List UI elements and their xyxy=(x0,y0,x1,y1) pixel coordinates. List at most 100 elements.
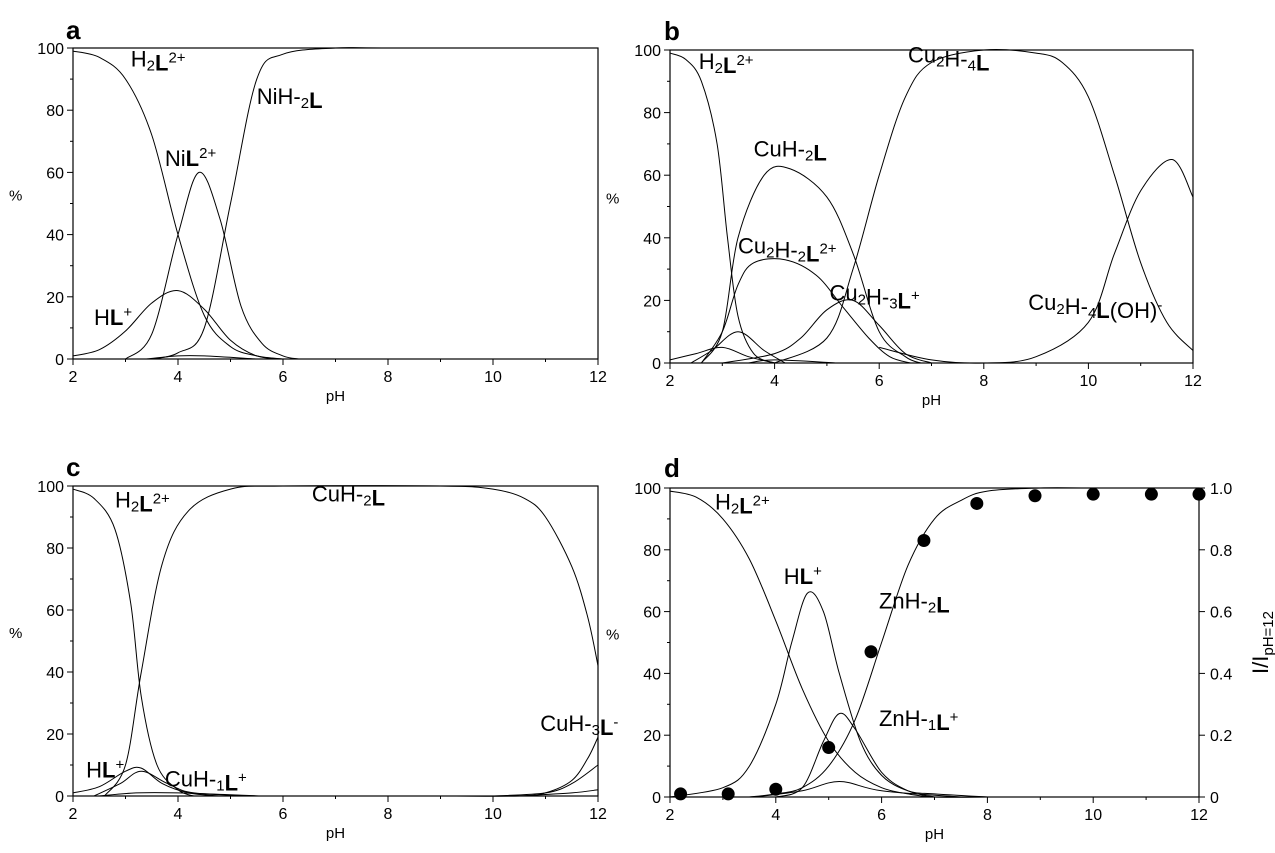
x-tick-label: 10 xyxy=(1084,807,1102,824)
y-tick-label: 100 xyxy=(37,41,64,58)
y-tick-label: 20 xyxy=(46,727,64,744)
series-curve xyxy=(669,346,775,364)
data-point xyxy=(1028,489,1042,503)
series-curve xyxy=(104,485,599,797)
x-tick-label: 10 xyxy=(1080,373,1098,390)
series-label: Cu2H-4L xyxy=(908,43,989,76)
x-tick-label: 6 xyxy=(875,373,884,390)
series-curve xyxy=(125,171,299,360)
series-label: HL+ xyxy=(86,756,124,782)
series-label: CuH-2L xyxy=(754,136,827,165)
series-curve xyxy=(492,764,599,797)
y-tick-label: 80 xyxy=(46,103,64,120)
panel-letter: c xyxy=(66,452,80,482)
series-label: H2L2+ xyxy=(131,47,186,76)
panel-letter: a xyxy=(66,15,81,45)
series-label: Cu2H-4L(OH)- xyxy=(1028,290,1162,323)
y-tick-label: 100 xyxy=(634,43,661,60)
x-tick-label: 4 xyxy=(174,369,183,386)
series-label: NiL2+ xyxy=(165,145,217,171)
series-curve xyxy=(456,736,599,797)
x-axis-title: pH xyxy=(326,388,345,405)
data-point xyxy=(1192,487,1206,501)
y2-tick-label: 0.4 xyxy=(1210,666,1232,683)
series-curve xyxy=(669,52,775,364)
x-tick-label: 4 xyxy=(770,373,779,390)
x-tick-label: 6 xyxy=(279,806,288,823)
x-tick-label: 12 xyxy=(1184,373,1202,390)
plot-frame xyxy=(669,487,1200,798)
series-curve xyxy=(754,780,962,798)
x-axis-title: pH xyxy=(326,825,345,842)
data-point xyxy=(917,534,931,548)
series-curve xyxy=(749,487,1199,798)
y2-tick-label: 0.2 xyxy=(1210,728,1232,745)
x-tick-label: 8 xyxy=(384,806,393,823)
data-point xyxy=(1086,487,1100,501)
series-label: CuH-2L xyxy=(312,482,385,511)
x-tick-label: 12 xyxy=(1190,807,1208,824)
series-label: H2L2+ xyxy=(115,488,170,517)
x-tick-label: 10 xyxy=(484,369,502,386)
series-curve xyxy=(774,49,1194,364)
y-tick-label: 20 xyxy=(643,293,661,310)
data-point xyxy=(864,645,878,659)
series-label: HL+ xyxy=(94,304,132,330)
y-tick-label: 60 xyxy=(643,168,661,185)
y-tick-label: 20 xyxy=(643,728,661,745)
series-curve xyxy=(879,159,1194,364)
x-axis-title: pH xyxy=(925,826,944,843)
series-label: H2L2+ xyxy=(699,49,754,78)
series-label: ZnH-1L+ xyxy=(879,706,959,735)
panel-c: c 2 4 6 8 10 12 0 20 40 60 80 100 pH% H2L2+ CuH-2L HL+ Cu… xyxy=(9,452,618,842)
series-label: HL+ xyxy=(784,563,822,589)
y-axis-title: % xyxy=(9,625,22,642)
x-tick-label: 2 xyxy=(69,806,78,823)
panel-b: b 2 4 6 8 10 12 0 20 40 60 80 100 pH% H2L2+ CuH-2L Cu2H-… xyxy=(606,16,1202,409)
panel-a: a 2 4 6 8 10 12 0 20 40 60 80 100 pH% H2L2+ HL+ NiL2+ NiH… xyxy=(9,15,607,405)
y-tick-label: 40 xyxy=(46,665,64,682)
y-tick-label: 100 xyxy=(37,479,64,496)
y2-axis-title: I/IpH=12 xyxy=(1248,611,1275,674)
y-tick-label: 20 xyxy=(46,290,64,307)
y-tick-label: 60 xyxy=(46,603,64,620)
series-curve xyxy=(700,165,922,364)
x-tick-label: 2 xyxy=(666,373,675,390)
x-tick-label: 6 xyxy=(877,807,886,824)
series-curve xyxy=(775,712,935,798)
series-label: Cu2H-3L+ xyxy=(830,280,920,313)
y-tick-label: 0 xyxy=(652,356,661,373)
x-axis-title: pH xyxy=(922,392,941,409)
panel-letter: b xyxy=(664,16,680,46)
y-axis-title: % xyxy=(606,191,619,208)
series-curve xyxy=(700,258,911,364)
y-tick-label: 40 xyxy=(46,228,64,245)
data-point xyxy=(970,496,984,510)
series-label: CuH-3L- xyxy=(540,711,618,740)
series-label: CuH-1L+ xyxy=(165,767,247,796)
y2-tick-label: 1.0 xyxy=(1210,481,1232,498)
y-tick-label: 80 xyxy=(643,543,661,560)
x-tick-label: 8 xyxy=(384,369,393,386)
x-tick-label: 2 xyxy=(69,369,78,386)
x-tick-label: 10 xyxy=(484,806,502,823)
series-curve xyxy=(151,47,598,360)
x-tick-label: 8 xyxy=(983,807,992,824)
x-tick-label: 8 xyxy=(979,373,988,390)
y-tick-label: 40 xyxy=(643,231,661,248)
series-curve xyxy=(72,290,284,360)
y-tick-label: 0 xyxy=(652,790,661,807)
x-tick-label: 12 xyxy=(589,369,607,386)
data-point xyxy=(674,787,688,801)
series-curve xyxy=(690,331,786,364)
y2-tick-label: 0.6 xyxy=(1210,605,1232,622)
series-label: Cu2H-2L2+ xyxy=(738,233,837,266)
plot-frame xyxy=(72,47,599,360)
x-tick-label: 12 xyxy=(589,806,607,823)
series-curve xyxy=(748,359,838,364)
y-tick-label: 0 xyxy=(55,789,64,806)
y-axis-title: % xyxy=(606,627,619,644)
y-tick-label: 80 xyxy=(46,541,64,558)
y2-tick-label: 0.8 xyxy=(1210,543,1232,560)
